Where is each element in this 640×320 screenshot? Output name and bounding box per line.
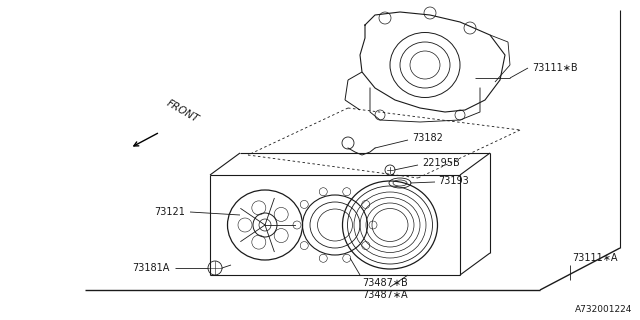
Text: FRONT: FRONT	[165, 98, 201, 124]
Text: 73111∗B: 73111∗B	[532, 63, 578, 73]
Text: 73121: 73121	[154, 207, 185, 217]
Text: 22195B: 22195B	[422, 158, 460, 168]
Text: A732001224: A732001224	[575, 305, 632, 314]
Text: 73181A: 73181A	[132, 263, 170, 273]
Text: 73487∗B: 73487∗B	[362, 278, 408, 288]
Text: 73111∗A: 73111∗A	[572, 253, 618, 263]
Text: 73487∗A: 73487∗A	[362, 290, 408, 300]
Text: 73193: 73193	[438, 176, 468, 186]
Text: 73182: 73182	[412, 133, 443, 143]
